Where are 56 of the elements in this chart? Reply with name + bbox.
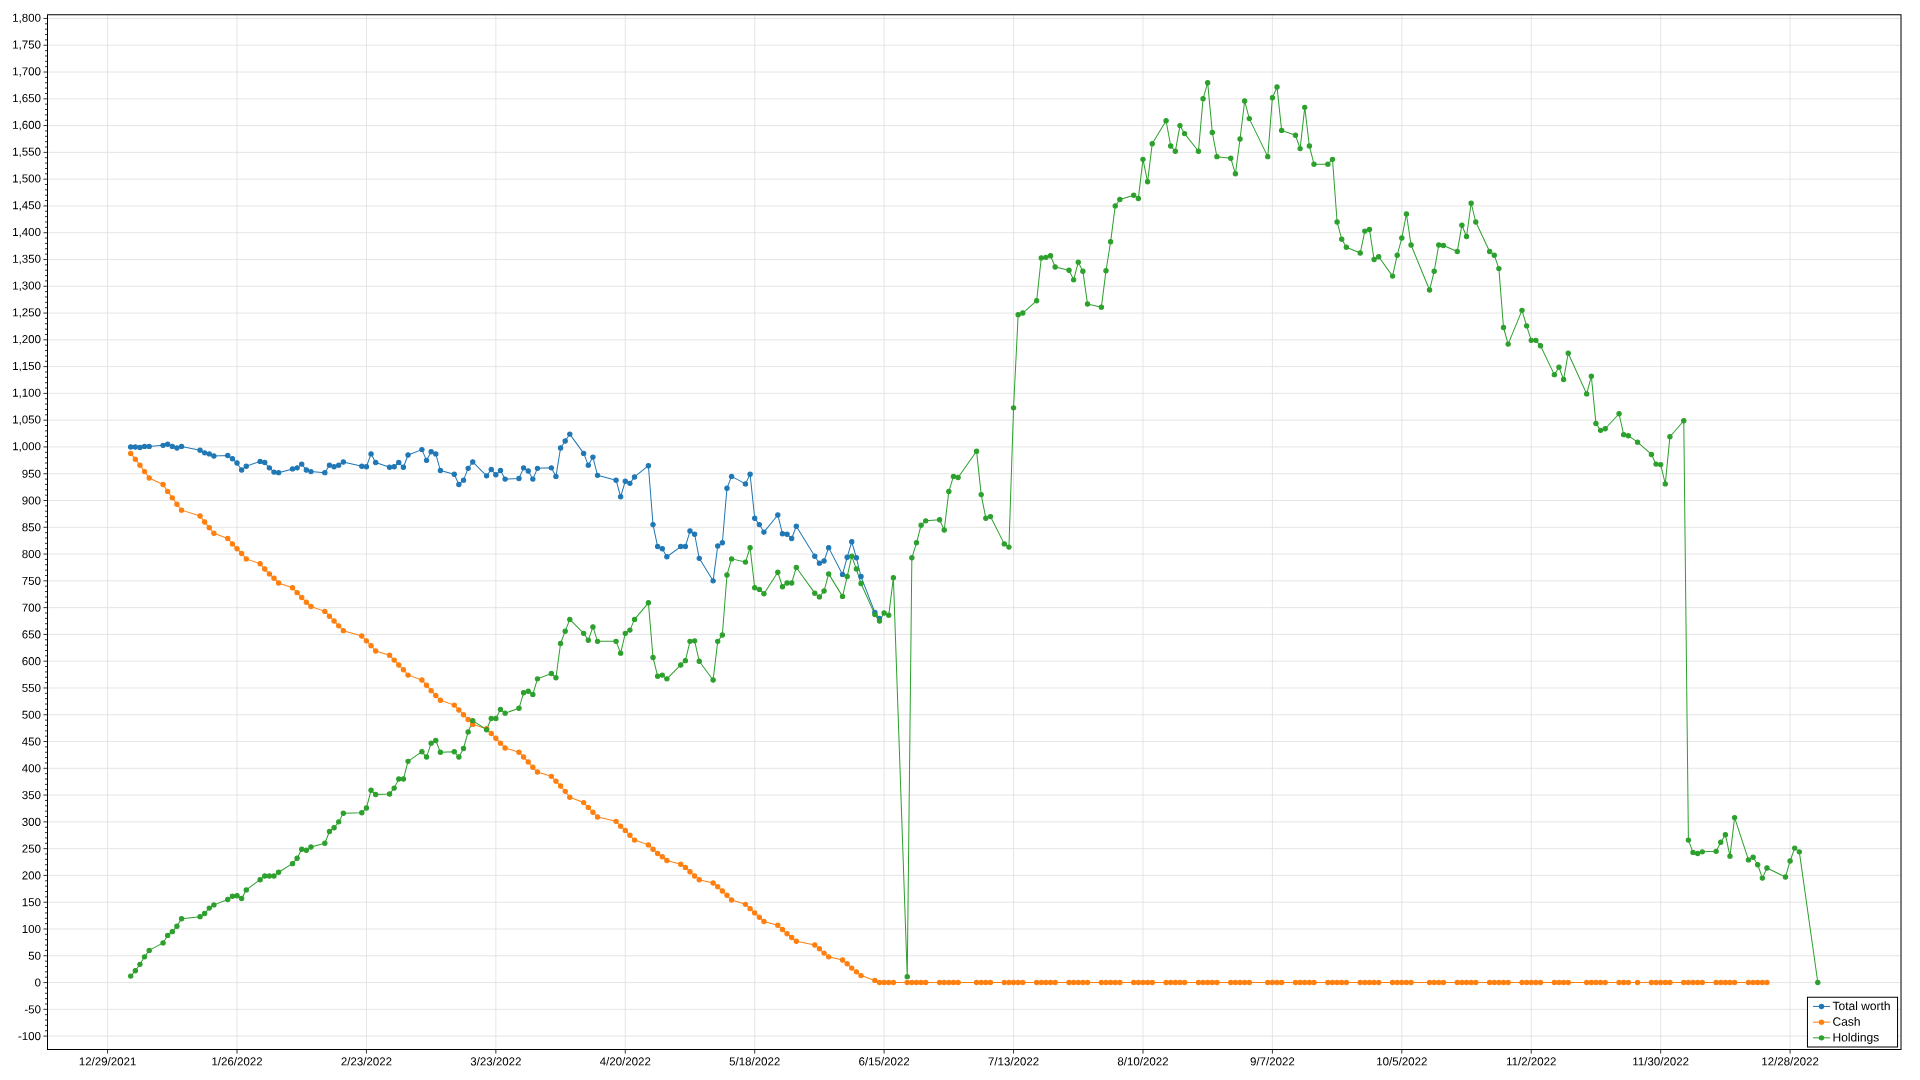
x-tick-label: 8/10/2022 (1117, 1057, 1168, 1066)
legend-label: Total worth (1832, 1001, 1890, 1011)
y-tick-label: 1,100 (13, 388, 41, 399)
y-tick-label: 650 (22, 630, 41, 639)
y-tick-label: 1,350 (13, 254, 41, 265)
y-tick-label: 0 (35, 978, 41, 987)
x-tick-label: 6/15/2022 (859, 1057, 910, 1066)
y-tick-label: 600 (22, 657, 41, 666)
x-tick-label: 7/13/2022 (988, 1057, 1039, 1066)
x-tick-label: 12/28/2022 (1762, 1057, 1819, 1066)
y-tick-label: 1,400 (13, 227, 41, 238)
y-tick-label: 1,000 (13, 442, 41, 452)
y-tick-label: 750 (22, 576, 41, 585)
legend-label: Cash (1833, 1017, 1860, 1026)
y-tick-label: 700 (22, 603, 41, 612)
x-tick-label: 1/26/2022 (212, 1057, 263, 1066)
y-tick-label: 900 (22, 496, 41, 505)
y-tick-label: 1,700 (13, 67, 41, 77)
y-tick-label: 300 (22, 817, 41, 826)
x-tick-label: 12/29/2021 (79, 1057, 136, 1066)
y-tick-label: 1,200 (13, 335, 41, 345)
y-tick-label: 150 (22, 898, 41, 907)
y-tick-label: 1,750 (13, 40, 41, 50)
y-tick-label: 850 (22, 523, 41, 532)
y-tick-label: 1,150 (13, 361, 41, 372)
y-tick-label: 400 (22, 764, 41, 773)
y-tick-label: 450 (22, 737, 41, 746)
x-tick-label: 9/7/2022 (1250, 1057, 1295, 1066)
y-tick-label: 350 (22, 791, 41, 800)
y-tick-label: 250 (22, 844, 41, 853)
y-tick-label: 1,050 (13, 415, 41, 425)
x-tick-label: 10/5/2022 (1377, 1057, 1427, 1066)
y-tick-label: 550 (22, 683, 41, 693)
y-tick-label: 1,500 (13, 174, 41, 184)
y-tick-label: 1,550 (13, 147, 41, 158)
y-tick-label: -50 (24, 1005, 41, 1014)
x-tick-label: 3/23/2022 (470, 1057, 521, 1066)
y-tick-label: 1,600 (13, 120, 41, 131)
x-tick-label: 5/18/2022 (729, 1057, 780, 1066)
y-tick-label: 1,800 (13, 13, 41, 24)
x-tick-label: 2/23/2022 (341, 1057, 392, 1066)
y-tick-label: -100 (18, 1032, 41, 1041)
legend-label: Holdings (1833, 1032, 1879, 1044)
x-tick-label: 11/30/2022 (1633, 1057, 1689, 1066)
y-tick-label: 800 (22, 550, 41, 559)
y-tick-label: 1,300 (13, 281, 41, 292)
y-tick-label: 1,250 (13, 308, 41, 318)
y-tick-label: 950 (22, 469, 41, 478)
y-tick-label: 500 (22, 710, 41, 719)
y-tick-label: 200 (22, 871, 41, 880)
x-tick-label: 11/2/2022 (1506, 1057, 1556, 1066)
x-tick-label: 4/20/2022 (599, 1057, 651, 1066)
y-tick-label: 50 (28, 951, 41, 960)
y-tick-label: 100 (22, 924, 41, 934)
y-tick-label: 1,450 (13, 201, 41, 211)
y-tick-label: 1,650 (13, 94, 41, 104)
